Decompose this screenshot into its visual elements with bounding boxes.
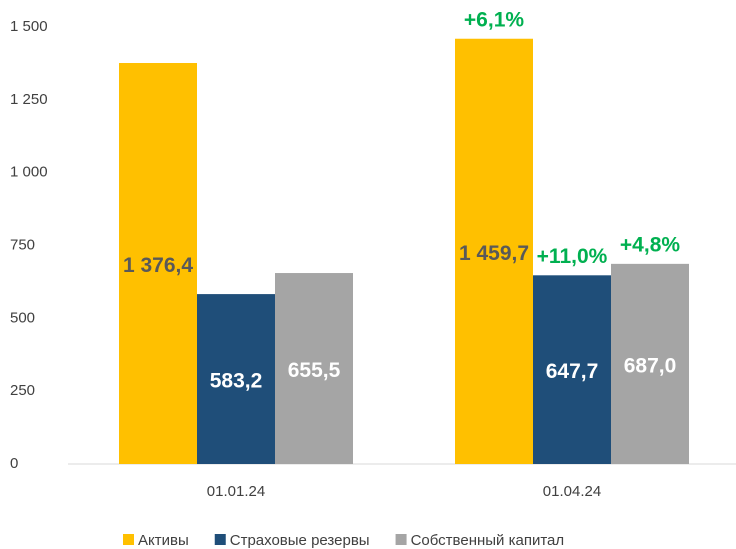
annotation: +11,0% [537,245,608,268]
y-tick-label: 750 [10,236,35,253]
bar [455,38,533,465]
bar [119,63,197,465]
y-tick-label: 1 000 [10,164,48,181]
annotation: +6,1% [464,8,524,31]
legend-label: Активы [138,532,189,549]
bar [275,273,353,464]
bar [533,275,611,464]
y-tick-label: 500 [10,309,35,326]
value-label: 655,5 [288,359,341,382]
y-tick-label: 0 [10,455,18,472]
annotation: +4,8% [620,233,680,256]
y-tick-label: 1 250 [10,91,48,108]
value-label: 1 376,4 [123,254,193,277]
bar [611,263,689,464]
legend-label: Собственный капитал [411,532,565,549]
value-label: 583,2 [210,370,263,393]
x-tick-label: 01.04.24 [543,483,601,500]
y-tick-label: 250 [10,382,35,399]
value-label: 647,7 [546,360,599,383]
legend-swatch [395,534,407,545]
legend-swatch [123,534,134,545]
legend-label: Страховые резервы [230,532,370,549]
value-label: 687,0 [624,354,677,377]
x-tick-label: 01.01.24 [207,483,265,500]
y-tick-label: 1 500 [10,18,48,35]
value-label: 1 459,7 [459,242,529,265]
legend-swatch [214,534,226,545]
bar [197,294,275,464]
